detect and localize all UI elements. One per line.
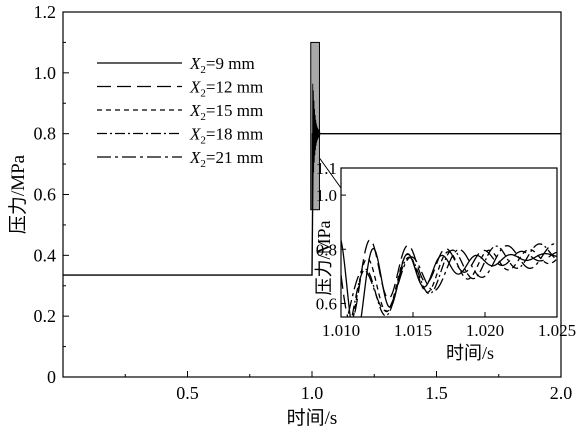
inset-y-tick-label: 0.6 (316, 294, 337, 313)
y-tick-label: 0 (47, 367, 56, 387)
transient-trace (311, 83, 321, 211)
inset-x-axis-title: 时间/s (446, 343, 494, 363)
legend-label: X2=15 mm (189, 101, 263, 123)
inset-y-axis-title: 压力/MPa (314, 220, 334, 295)
legend-label: X2=18 mm (189, 125, 263, 147)
legend-label-prefix: X (189, 54, 201, 73)
x-tick-label: 1.0 (301, 383, 324, 403)
y-tick-label: 0.4 (34, 245, 57, 265)
legend-label-suffix: =12 mm (206, 78, 263, 97)
inset-y-tick-label: 0.8 (316, 240, 337, 259)
x-tick-label: 0.5 (176, 383, 199, 403)
legend-label-sub: 2 (200, 135, 206, 147)
inset-x-tick-label: 1.025 (538, 321, 576, 340)
legend-label-sub: 2 (200, 111, 206, 123)
y-tick-label: 1.0 (34, 63, 57, 83)
x-axis-title: 时间/s (287, 407, 338, 429)
legend-label-sub: 2 (200, 64, 206, 76)
legend-label-suffix: =21 mm (206, 148, 263, 167)
inset-y-tick-label: 1.0 (316, 186, 337, 205)
inset-series-line (346, 243, 557, 317)
inset-frame (340, 167, 558, 318)
legend-label-sub: 2 (200, 88, 206, 100)
series-line-main (63, 132, 561, 276)
legend-label-suffix: =9 mm (206, 54, 255, 73)
y-tick-label: 0.6 (34, 185, 57, 205)
legend-label-prefix: X (189, 78, 201, 97)
inset-x-tick-label: 1.015 (394, 321, 432, 340)
inset-background (341, 168, 557, 317)
y-tick-label: 1.2 (34, 2, 57, 22)
y-tick-label: 0.2 (34, 306, 57, 326)
legend-label: X2=9 mm (189, 54, 255, 76)
inset-chart: 0.6 0.8 1.0 1.1 1.010 1.015 1.020 1.025 时间/s 压力/M… (314, 157, 576, 363)
legend-label-prefix: X (189, 101, 201, 120)
legend-label-prefix: X (189, 125, 201, 144)
legend-label-prefix: X (189, 148, 201, 167)
legend-label-sub: 2 (200, 158, 206, 170)
x-tick-label: 1.5 (425, 383, 448, 403)
legend-label: X2=21 mm (189, 148, 263, 170)
main-chart: 0 0.2 0.4 0.6 0.8 1.0 1.2 0.5 1.0 1.5 2.0 时间/s 压力/MP… (7, 2, 572, 429)
inset-x-tick-label: 1.020 (466, 321, 504, 340)
inset-series-group (341, 239, 557, 317)
y-tick-label: 0.8 (34, 124, 57, 144)
inset-connector (319, 157, 342, 189)
legend-label: X2=12 mm (189, 78, 263, 100)
legend-label-suffix: =18 mm (206, 125, 263, 144)
inset-x-tick-label: 1.010 (322, 321, 360, 340)
inset-y-tick-label: 1.1 (316, 159, 337, 178)
x-tick-label: 2.0 (550, 383, 573, 403)
legend-label-suffix: =15 mm (206, 101, 263, 120)
inset-series-line (341, 239, 557, 317)
y-axis-title: 压力/MPa (7, 154, 29, 234)
